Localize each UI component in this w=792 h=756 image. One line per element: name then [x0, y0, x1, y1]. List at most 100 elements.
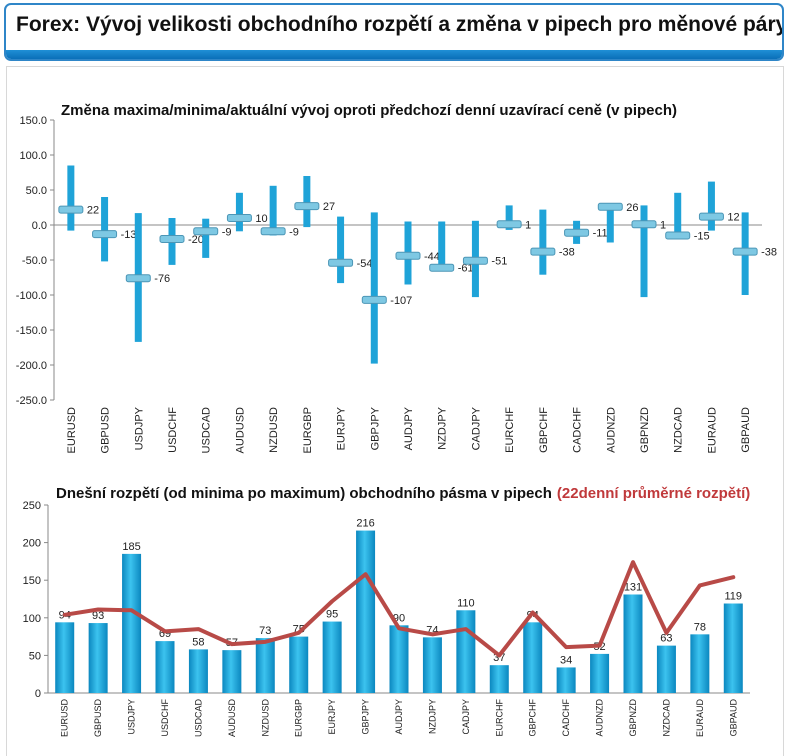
chart2-bar	[122, 553, 142, 693]
chart2-y-tick-label: 250	[23, 500, 41, 512]
chart2-x-tick-label: USDJPY	[127, 699, 137, 735]
chart2-x-tick-label: USDCHF	[160, 698, 170, 736]
chart2-x-tick-label: CADJPY	[461, 699, 471, 735]
chart1-range-bar	[337, 216, 345, 284]
chart2-bar	[88, 623, 108, 693]
chart2-title: Dnešní rozpětí (od minima po maximum) ob…	[56, 485, 750, 502]
chart2-bar	[422, 637, 442, 693]
chart1-y-tick-label: 0.0	[32, 220, 47, 232]
chart1-y-tick-label: -250.0	[16, 395, 47, 407]
chart1-x-tick-label: NZDCAD	[673, 407, 685, 453]
chart1-x-tick-label: GBPAUD	[740, 407, 752, 453]
chart2-bar	[489, 665, 509, 693]
chart2-value-label: 34	[560, 654, 572, 666]
chart1-x-tick-label: USDJPY	[133, 406, 145, 450]
chart1-value-label: 22	[87, 205, 99, 217]
chart2-y-tick-label: 200	[23, 538, 41, 550]
chart1-current-marker	[92, 230, 118, 239]
chart1-x-tick-label: EURJPY	[336, 406, 348, 450]
chart1-range-bar	[67, 165, 75, 231]
chart2-x-tick-label: EURGBP	[294, 699, 304, 737]
chart1-value-label: -38	[761, 247, 777, 259]
chart1-y-tick-label: -200.0	[16, 360, 47, 372]
chart1-current-marker	[496, 220, 522, 229]
chart2-x-tick-label: NZDUSD	[260, 699, 270, 737]
chart1-current-marker	[597, 202, 623, 211]
chart1-x-tick-label: GBPUSD	[100, 407, 112, 454]
chart1-value-label: 10	[255, 213, 267, 225]
chart2-y-tick-label: 150	[23, 575, 41, 587]
chart1-current-marker	[698, 212, 724, 221]
chart2-x-tick-label: NZDCAD	[661, 699, 671, 737]
charts-panel	[6, 66, 784, 756]
chart1-current-marker	[361, 295, 387, 304]
chart1-title: Změna maxima/minima/aktuální vývoj oprot…	[61, 102, 677, 119]
chart1-x-tick-label: EURGBP	[302, 407, 314, 453]
chart1-y-tick-label: -150.0	[16, 325, 47, 337]
chart1-current-marker	[159, 235, 185, 243]
page-title: Forex: Vývoj velikosti obchodního rozpět…	[16, 13, 784, 36]
chart2-value-label: 58	[192, 636, 204, 648]
chart2-bar	[255, 638, 275, 693]
chart2-bar	[623, 594, 643, 693]
chart2-y-tick-label: 100	[23, 613, 41, 625]
chart1-value-label: -9	[289, 226, 299, 238]
chart1-current-marker	[125, 274, 151, 283]
chart2-bar	[723, 603, 743, 693]
chart2-value-label: 63	[660, 633, 672, 645]
chart1-current-marker	[395, 251, 421, 260]
chart1-y-tick-label: 150.0	[19, 115, 47, 127]
chart1-current-marker	[226, 214, 252, 222]
chart1-value-label: -20	[188, 234, 204, 246]
chart2-avg-line	[62, 560, 736, 658]
chart1-value-label: -61	[458, 263, 474, 275]
chart1-range-bar	[303, 176, 311, 228]
chart2-bar	[289, 636, 309, 693]
chart1-range-bar	[606, 204, 614, 243]
chart2-y-tick-label: 50	[29, 650, 41, 662]
chart2-x-tick-label: EURJPY	[327, 699, 337, 735]
chart2-value-label: 131	[624, 581, 642, 593]
chart1-value-label: -15	[694, 231, 710, 243]
chart1-x-tick-label: USDCAD	[201, 407, 213, 454]
chart1-x-tick-label: AUDJPY	[403, 406, 415, 450]
chart1-x-tick-label: EURUSD	[66, 407, 78, 454]
chart1-value-label: -44	[424, 251, 440, 263]
chart1-range-bar	[269, 185, 277, 236]
pip-change-chart: Změna maxima/minima/aktuální vývoj oprot…	[16, 102, 777, 454]
chart2-value-label: 185	[122, 541, 140, 553]
chart1-value-label: -107	[390, 295, 412, 307]
chart2-value-label: 93	[92, 610, 104, 622]
chart1-x-tick-label: AUDNZD	[605, 407, 617, 453]
chart1-value-label: 1	[660, 219, 666, 231]
chart2-bar	[356, 530, 376, 693]
chart2-bar	[656, 645, 676, 693]
chart1-current-marker	[294, 202, 320, 211]
page-header: Forex: Vývoj velikosti obchodního rozpět…	[4, 3, 784, 61]
chart1-value-label: 26	[626, 202, 638, 214]
chart2-x-tick-label: AUDNZD	[595, 699, 605, 737]
chart1-value-label: -51	[491, 256, 507, 268]
chart2-bar	[222, 650, 242, 693]
header-accent-bar	[6, 50, 782, 59]
chart2-title-highlight: (22denní průměrné rozpětí)	[557, 485, 750, 502]
chart2-bar	[690, 634, 710, 693]
chart1-y-tick-label: -50.0	[22, 255, 47, 267]
chart2-x-tick-label: EURUSD	[60, 699, 70, 738]
chart1-range-bar	[674, 192, 682, 238]
chart2-bar	[389, 625, 409, 693]
chart2-x-tick-label: NZDJPY	[427, 699, 437, 734]
chart2-bar	[556, 667, 576, 693]
chart1-current-marker	[665, 231, 691, 240]
chart1-value-label: 27	[323, 201, 335, 213]
chart2-bar	[322, 621, 342, 693]
chart1-y-tick-label: 50.0	[26, 185, 47, 197]
chart2-x-tick-label: EURAUD	[695, 699, 705, 738]
chart1-range-bar	[707, 181, 715, 231]
chart1-current-marker	[328, 258, 354, 267]
chart1-value-label: 1	[525, 219, 531, 231]
chart2-title-main: Dnešní rozpětí (od minima po maximum) ob…	[56, 485, 552, 502]
chart1-range-bar	[438, 221, 446, 271]
